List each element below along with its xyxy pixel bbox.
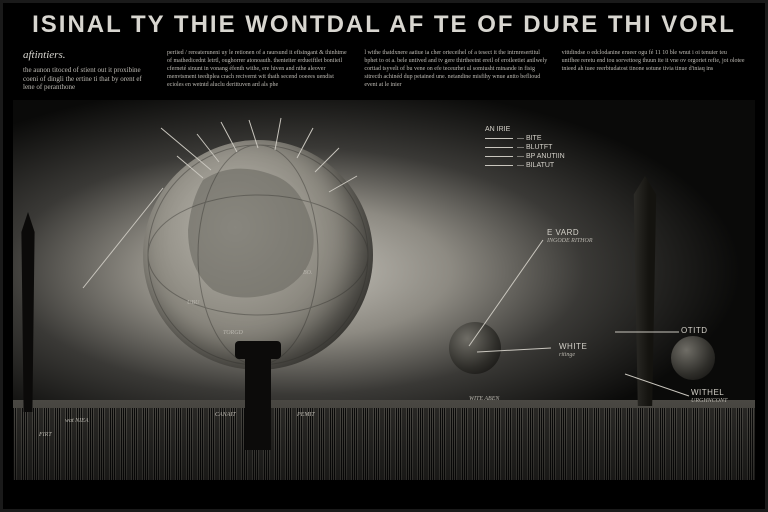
subhead-col-3: vittdindse o edclodanine erueer ogu fé 1… — [562, 49, 745, 92]
callout-label: WITHEL — [691, 388, 724, 397]
scene-tiny-label: CANAIT — [215, 412, 236, 418]
scene-tiny-label: WITE ABEN — [469, 396, 499, 402]
scene-tiny-label: FIRT — [39, 432, 52, 438]
poster-frame: ISINAL TY THIE WONTDAL AF TE OF DURE THI… — [0, 0, 768, 512]
callout-label: OTITD — [681, 326, 708, 335]
scene: AN IRIE — BITE — BLUTFT — BP ANUTIIN — B… — [13, 100, 755, 480]
legend: AN IRIE — BITE — BLUTFT — BP ANUTIIN — B… — [485, 124, 605, 171]
callout-sublabel: ritinge — [559, 352, 575, 358]
legend-row: AN IRIE — [485, 126, 605, 133]
callout-label: E VARD — [547, 228, 579, 237]
subhead-left-body: the aunon titoced of stient out it proxi… — [23, 66, 153, 92]
legend-row: — BP ANUTIIN — [485, 153, 605, 160]
scene-tiny-label: wat NIEA — [65, 418, 89, 424]
callout-sublabel: INGODE RITHOR — [547, 238, 593, 244]
callout-lines — [13, 100, 761, 480]
legend-row: — BILATUT — [485, 162, 605, 169]
legend-row: — BLUTFT — [485, 144, 605, 151]
globe-region-label: TORGD — [223, 330, 243, 336]
subhead-col-2: l withe thatdxnere aatiue ia cher ortece… — [364, 49, 547, 92]
scene-tiny-label: PEMIT — [297, 412, 315, 418]
legend-row: — BITE — [485, 135, 605, 142]
subhead-row: aftintiers. the aunon titoced of stient … — [3, 45, 765, 100]
globe-region-label: UBU — [187, 300, 199, 306]
callout-label: WHITE — [559, 342, 587, 351]
subhead-left: aftintiers. the aunon titoced of stient … — [23, 49, 153, 92]
subhead-left-title: aftintiers. — [23, 49, 153, 63]
callout-sublabel: URGHNCONT — [691, 398, 727, 404]
globe-region-label: BO. — [303, 270, 313, 276]
subhead-col-1: periied / rereateruneni uy le retionen o… — [167, 49, 350, 92]
main-title: ISINAL TY THIE WONTDAL AF TE OF DURE THI… — [3, 3, 765, 45]
